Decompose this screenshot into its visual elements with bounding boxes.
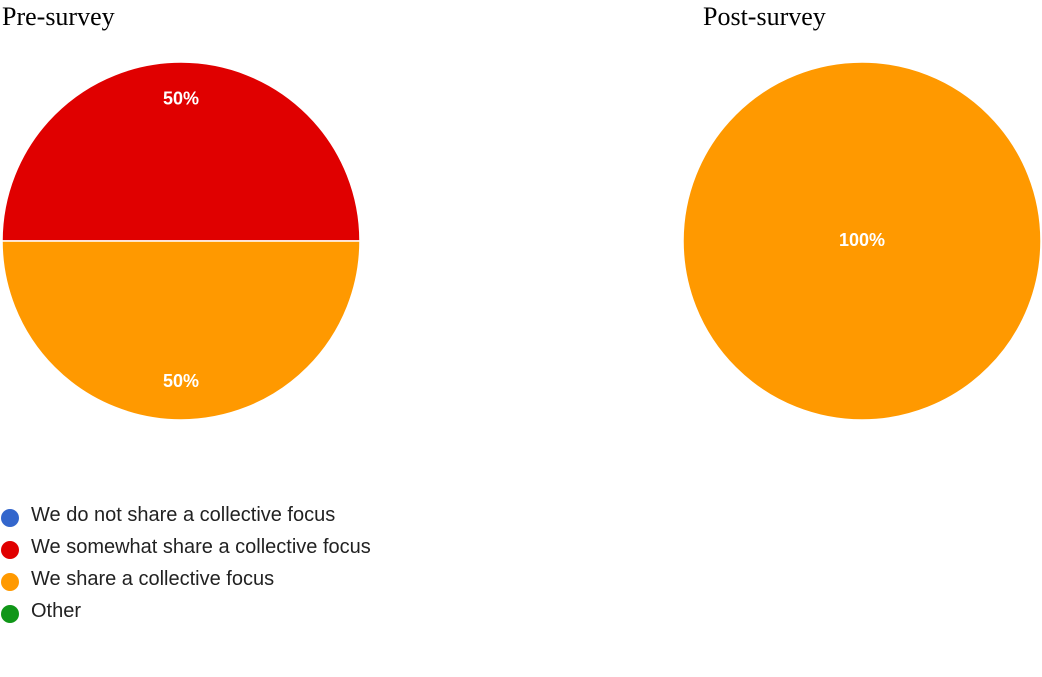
legend-item[interactable]: We share a collective focus	[0, 568, 400, 594]
legend-label: We share a collective focus	[31, 568, 275, 590]
slice-value-label: 50%	[163, 88, 199, 108]
legend-marker-icon	[1, 509, 19, 527]
pie-chart-pre-survey: 50% 50%	[1, 61, 361, 421]
legend-label: We do not share a collective focus	[31, 504, 336, 526]
legend-item[interactable]: Other	[0, 600, 400, 626]
pie-chart-post-survey: 100%	[682, 61, 1042, 421]
legend-label: We somewhat share a collective focus	[31, 536, 371, 558]
legend: We do not share a collective focus We so…	[0, 504, 400, 633]
legend-marker-icon	[1, 605, 19, 623]
slice-value-label: 50%	[163, 371, 199, 391]
legend-item[interactable]: We somewhat share a collective focus	[0, 536, 400, 562]
pie-slice[interactable]	[1, 61, 361, 242]
pie-slice[interactable]	[682, 61, 1042, 421]
legend-label: Other	[31, 600, 82, 622]
chart-title-post-survey: Post-survey	[703, 2, 826, 31]
legend-marker-icon	[1, 541, 19, 559]
pie-slice[interactable]	[1, 240, 361, 421]
chart-title-pre-survey: Pre-survey	[2, 2, 115, 31]
legend-item[interactable]: We do not share a collective focus	[0, 504, 400, 530]
legend-marker-icon	[1, 573, 19, 591]
slice-value-label: 100%	[839, 230, 885, 250]
